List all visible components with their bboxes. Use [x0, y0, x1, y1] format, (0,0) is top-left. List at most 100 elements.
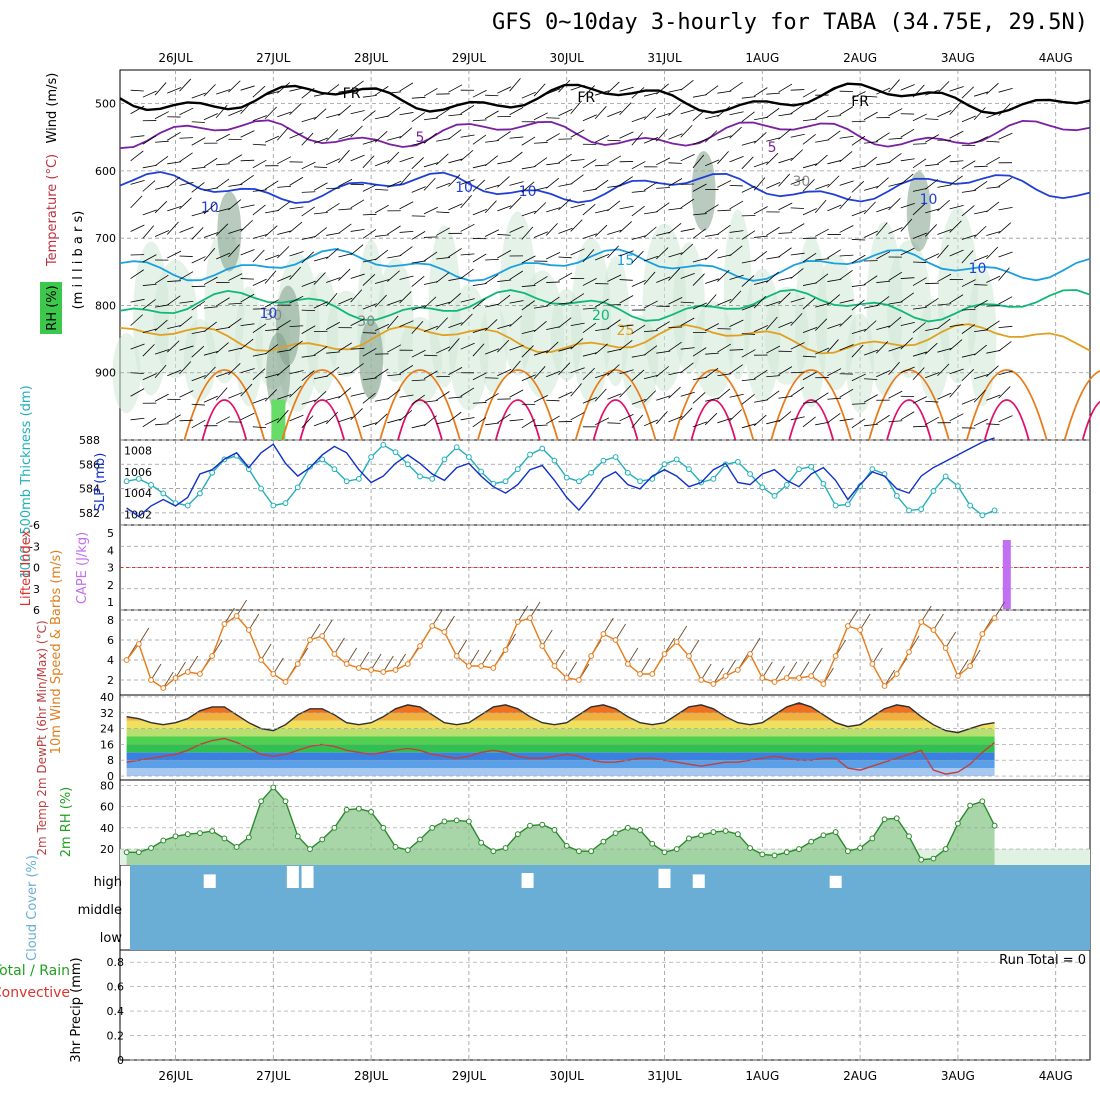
series-wind-speed-point [686, 653, 692, 659]
wind-barb [655, 128, 668, 142]
wind-barb [656, 112, 671, 119]
y-tick-lifted-index: 3 [33, 583, 40, 596]
wind-barb-10m [945, 631, 957, 649]
wind-barb [961, 115, 976, 123]
wind-barb [814, 273, 829, 284]
wind-barb [277, 275, 292, 282]
wind-barb [753, 132, 767, 144]
series-2m-rh-point [722, 828, 729, 834]
wind-barb [509, 196, 522, 210]
wind-barb [912, 232, 928, 239]
series-wind-speed-point [991, 615, 998, 621]
rh-shading [795, 235, 828, 408]
wind-barb [387, 106, 401, 118]
wind-barb [521, 374, 536, 382]
ylabel-lifted-index: Lifted Index [19, 529, 34, 606]
y-tick-slp: 1004 [124, 487, 152, 500]
series-thickness-point [331, 466, 338, 473]
wind-barb [448, 114, 463, 117]
wind-barb [729, 364, 743, 375]
cloud-cell [658, 868, 671, 888]
wind-barb [521, 181, 535, 193]
wind-barb [631, 87, 645, 99]
wind-barb [521, 300, 535, 311]
series-wind-speed-point [563, 675, 570, 681]
series-wind-speed-point [893, 671, 900, 677]
wind-barb [411, 424, 426, 429]
wind-barb [301, 117, 316, 123]
y-tick-wind: 8 [107, 614, 114, 627]
wind-barb [215, 223, 229, 236]
wind-barb [582, 159, 597, 169]
wind-barb [594, 224, 608, 237]
contour-label: FR [851, 94, 869, 110]
y-tick-wind: 6 [107, 634, 114, 647]
wind-barb [692, 347, 707, 357]
wind-barb [289, 176, 304, 186]
series-2m-rh-point [710, 829, 717, 835]
series-wind-speed-point [380, 669, 387, 675]
wind-barb [814, 154, 828, 167]
wind-barb [301, 415, 314, 429]
wind-barb [863, 394, 878, 403]
wind-barb [802, 208, 817, 216]
wind-barb [631, 235, 646, 240]
isotherm-10 [119, 171, 1091, 204]
wind-barb [509, 344, 524, 351]
wind-barb [289, 295, 304, 304]
wind-barb [130, 372, 144, 374]
wind-barb [949, 160, 964, 163]
wind-barb [252, 85, 266, 98]
wind-barb [986, 275, 1001, 283]
wind-barb [546, 399, 560, 402]
wind-barb [839, 180, 854, 186]
wind-barb [668, 268, 681, 281]
series-wind-speed-point [661, 651, 668, 657]
y-tick-cloud: high [94, 875, 122, 890]
precip-run-total: Run Total = 0 [999, 953, 1086, 968]
series-thickness-point [184, 502, 191, 509]
wind-barb [436, 182, 451, 189]
wind-barb [167, 250, 182, 259]
series-thickness-point [991, 507, 998, 514]
wind-barb [155, 423, 169, 426]
wind-barb [167, 87, 182, 94]
isotherm-arc [379, 369, 461, 441]
series-wind-speed-point [221, 621, 228, 627]
wind-barb-10m [480, 649, 492, 667]
wind-barb [644, 330, 658, 333]
wind-barb [949, 384, 962, 398]
wind-barb [766, 390, 780, 401]
wind-barb [325, 411, 339, 425]
wind-barb [643, 92, 659, 97]
wind-barb [937, 184, 952, 188]
wind-barb [277, 319, 291, 329]
wind-barb-10m [517, 605, 529, 623]
wind-barb [325, 293, 338, 307]
rh-shading [326, 290, 367, 377]
isotherm-arc-hot [201, 399, 248, 441]
wind-barb [435, 317, 448, 330]
wind-barb [594, 253, 610, 261]
wind-barb [705, 278, 720, 284]
series-thickness-point [710, 475, 717, 482]
wind-barb [472, 417, 487, 428]
wind-barb [423, 354, 438, 357]
wind-barb [717, 269, 730, 282]
series-2m-rh-point [686, 835, 692, 842]
series-2m-rh-point [918, 856, 925, 863]
wind-barb [729, 200, 744, 210]
wind-barb [130, 150, 144, 162]
series-thickness-point [197, 490, 203, 497]
wind-barb [729, 349, 744, 351]
wind-barb [704, 294, 717, 308]
series-2m-rh-point [612, 830, 619, 837]
wind-barb [802, 416, 816, 428]
wind-barb [203, 247, 216, 262]
ylabel-temp2m: 2m Temp 2m DewPt (6hr Min/Max) (°C) [35, 620, 49, 855]
isotherm-arc [672, 369, 755, 441]
temp-band [126, 728, 995, 737]
wind-barb [851, 344, 864, 358]
wind-barb [338, 387, 352, 399]
wind-barb [313, 211, 328, 215]
